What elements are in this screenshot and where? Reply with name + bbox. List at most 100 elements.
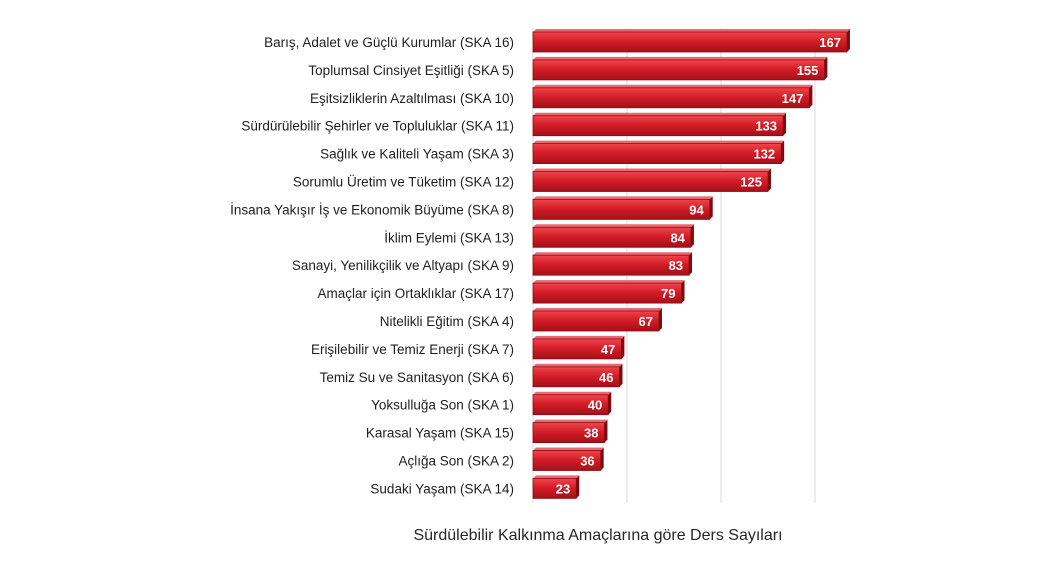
bar-top [533,224,694,228]
value-label: 79 [661,286,675,301]
bar-face [532,477,577,499]
category-label: İklim Eylemi (SKA 13) [384,230,514,245]
bar-top [533,308,662,311]
category-label: Sanayi, Yenilikçilik ve Altyapı (SKA 9) [292,258,514,273]
value-label: 155 [797,63,819,78]
bar-face [532,226,692,248]
value-label: 167 [819,35,841,50]
bars [532,29,850,499]
bar-side [689,252,693,276]
value-label: 133 [755,119,777,134]
bar-side [690,224,694,248]
bar [532,280,685,304]
bar-side [576,475,580,499]
bar-face [532,198,711,220]
chart-title: Sürdülebilir Kalkınma Amaçlarına göre De… [413,527,782,544]
bar-side [768,168,771,192]
bar-face [532,394,609,416]
bar [532,29,850,53]
bar-top [533,391,612,395]
category-label: Sürdürülebilir Şehirler ve Topluluklar (… [241,119,514,134]
category-label: Yoksulluğa Son (SKA 1) [371,398,514,413]
bar-face [532,450,602,471]
category-label: Eşitsizliklerin Azaltılması (SKA 10) [310,91,514,106]
bar [532,84,813,109]
bar [532,391,612,416]
bar-side [824,56,828,80]
bar [532,363,623,388]
bar [532,168,771,192]
bar-top [533,363,623,367]
bar [532,56,828,81]
bar-side [658,308,662,331]
bar-face [532,310,660,332]
bar [532,252,693,276]
bar-top [533,168,771,172]
bar-side [681,280,685,304]
bar-top [533,280,685,284]
bar [532,112,787,137]
value-label: 94 [689,202,704,217]
bar-face [532,422,605,444]
bar-top [533,84,813,88]
bar-face [532,31,848,53]
value-label: 36 [580,454,594,469]
value-label: 40 [588,398,602,413]
category-label: Nitelikli Eğitim (SKA 4) [380,314,514,329]
value-label: 47 [601,342,615,357]
bar-side [783,112,787,136]
bar [532,224,694,248]
bar-face [532,282,682,304]
bar-top [533,56,828,60]
bar [532,308,662,332]
bar-side [781,140,785,164]
category-label: Karasal Yaşam (SKA 15) [366,426,514,441]
value-label: 84 [670,230,685,245]
bar-side [608,391,612,415]
value-label: 147 [782,91,804,106]
category-label: Sağlık ve Kaliteli Yaşam (SKA 3) [320,147,514,162]
bar-top [533,419,608,423]
bar-face [532,254,690,276]
bar-side [600,447,604,471]
category-label: Barış, Adalet ve Güçlü Kurumlar (SKA 16) [264,35,514,50]
value-label: 132 [753,147,775,162]
category-label: Amaçlar için Ortaklıklar (SKA 17) [317,286,514,301]
bar-face [532,338,622,360]
bar-top [533,252,693,256]
category-label: Toplumsal Cinsiyet Eşitliği (SKA 5) [308,63,514,78]
bar-side [621,335,625,359]
bar-top [533,196,713,200]
value-label: 83 [669,258,683,273]
category-label: Açlığa Son (SKA 2) [398,454,514,469]
bar [532,475,580,499]
bar [532,196,713,220]
bar-top [533,112,787,116]
bar [532,140,785,165]
bar-top [533,475,580,479]
bar-top [533,335,625,339]
bar-face [532,115,784,137]
value-label: 67 [638,314,652,329]
bar-top [533,447,604,451]
value-label: 46 [599,370,613,385]
bar-face [532,366,620,388]
bar-face [532,59,825,81]
bar-face [532,171,769,192]
bar [532,447,604,471]
bar-side [604,419,608,443]
category-label: Sudaki Yaşam (SKA 14) [370,481,514,496]
value-label: 125 [740,175,762,190]
bar-side [619,363,623,387]
bar-top [533,29,850,32]
category-label: Erişilebilir ve Temiz Enerji (SKA 7) [311,342,514,357]
bar-side [846,29,850,52]
category-label: Temiz Su ve Sanitasyon (SKA 6) [320,370,514,385]
bar-top [533,140,785,144]
bar [532,419,608,444]
bar-side [709,196,713,220]
value-label: 38 [584,426,598,441]
bar-face [532,143,782,165]
